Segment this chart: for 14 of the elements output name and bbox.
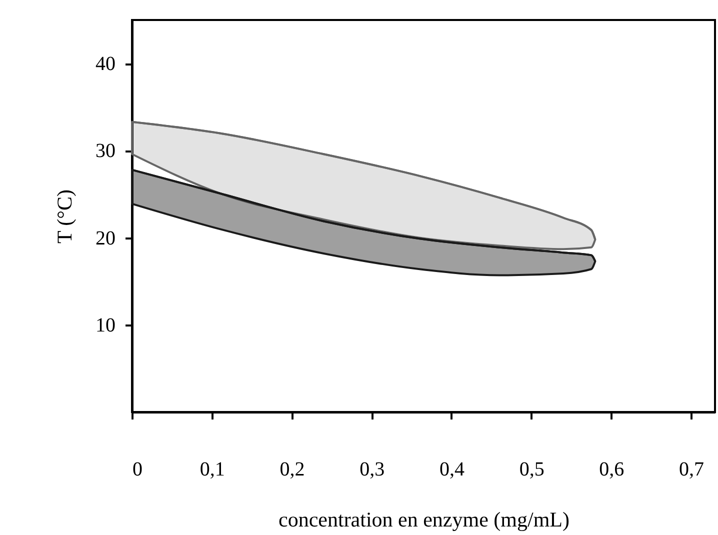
y-tick-label: 20 bbox=[96, 227, 116, 250]
y-tick-label: 40 bbox=[96, 53, 116, 76]
y-tick-label: 10 bbox=[96, 314, 116, 336]
y-tick-label: 30 bbox=[96, 140, 116, 162]
x-tick-label: 0,4 bbox=[439, 458, 464, 480]
x-tick-label: 0 bbox=[132, 458, 142, 480]
x-tick-label: 0,5 bbox=[519, 458, 544, 480]
y-axis-title: T (°C) bbox=[52, 189, 76, 244]
x-tick-label: 0,7 bbox=[679, 458, 704, 480]
x-tick-label: 0,2 bbox=[280, 458, 305, 480]
x-tick-label: 0,6 bbox=[599, 458, 624, 480]
x-tick-label: 0,1 bbox=[200, 458, 225, 480]
x-axis-title: concentration en enzyme (mg/mL) bbox=[278, 508, 570, 532]
x-tick-label: 0,3 bbox=[360, 458, 385, 480]
